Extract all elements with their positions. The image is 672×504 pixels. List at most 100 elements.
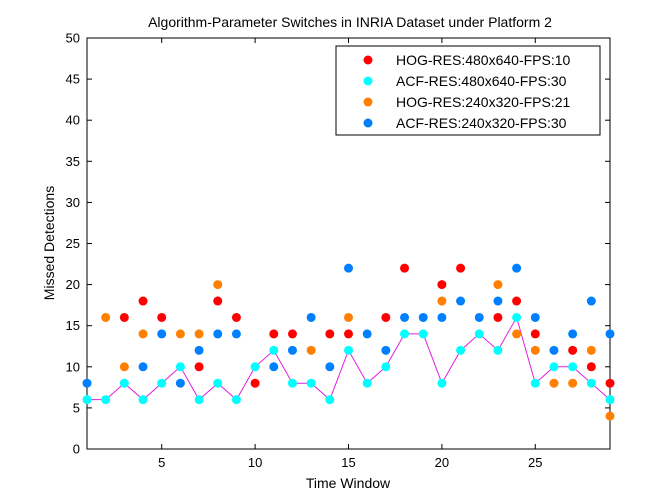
x-tick-label: 25 <box>528 455 542 470</box>
data-point-series-0 <box>287 329 297 339</box>
data-point-series-3 <box>213 329 223 339</box>
data-point-series-1 <box>157 378 167 388</box>
data-point-series-3 <box>474 312 484 322</box>
data-point-series-0 <box>400 263 410 273</box>
data-point-series-0 <box>512 296 522 306</box>
data-point-series-1 <box>138 395 148 405</box>
y-tick-label: 45 <box>66 72 80 87</box>
data-point-series-1 <box>474 329 484 339</box>
data-point-series-0 <box>157 312 167 322</box>
data-point-series-3 <box>456 296 466 306</box>
data-point-series-3 <box>530 312 540 322</box>
y-tick-label: 0 <box>73 442 80 457</box>
data-point-series-3 <box>493 296 503 306</box>
y-tick-label: 35 <box>66 154 80 169</box>
data-point-series-1 <box>344 345 353 355</box>
legend-marker-2 <box>363 97 373 107</box>
data-point-series-2 <box>213 280 223 290</box>
data-point-series-0 <box>213 296 223 306</box>
data-point-series-1 <box>362 378 372 388</box>
data-point-series-2 <box>437 296 447 306</box>
data-point-series-1 <box>194 395 204 405</box>
y-axis: 0 5 10 15 20 25 30 35 40 45 50 <box>66 31 610 457</box>
data-point-series-0 <box>530 329 540 339</box>
y-tick-label: 40 <box>66 113 80 128</box>
x-tick-label: 15 <box>341 455 355 470</box>
data-point-series-1 <box>512 312 522 322</box>
data-point-series-1 <box>250 362 260 372</box>
x-tick-label: 5 <box>158 455 165 470</box>
data-point-series-1 <box>605 395 615 405</box>
data-point-series-1 <box>437 378 447 388</box>
data-point-series-3 <box>437 312 447 322</box>
data-point-series-1 <box>231 395 241 405</box>
legend-marker-1 <box>363 76 373 86</box>
data-point-series-1 <box>493 345 503 355</box>
data-point-series-0 <box>119 312 129 322</box>
data-point-series-2 <box>138 329 148 339</box>
data-point-series-3 <box>605 329 615 339</box>
data-point-series-1 <box>400 329 410 339</box>
legend-label-0: HOG-RES:480x640-FPS:10 <box>396 52 571 68</box>
data-point-series-3 <box>344 263 353 273</box>
data-point-series-0 <box>605 378 615 388</box>
data-point-series-3 <box>157 329 167 339</box>
legend-box <box>335 45 601 136</box>
data-point-series-1 <box>568 362 578 372</box>
data-point-series-3 <box>231 329 241 339</box>
data-point-series-2 <box>344 312 353 322</box>
data-point-series-1 <box>213 378 223 388</box>
data-point-series-2 <box>101 312 111 322</box>
data-point-series-2 <box>530 345 540 355</box>
data-point-series-2 <box>586 345 596 355</box>
data-point-series-0 <box>437 280 447 290</box>
data-point-series-3 <box>269 362 279 372</box>
data-point-series-3 <box>362 329 372 339</box>
data-point-series-1 <box>175 362 185 372</box>
data-point-series-0 <box>381 312 391 322</box>
data-point-series-0 <box>344 329 353 339</box>
data-point-series-0 <box>194 362 204 372</box>
y-tick-label: 50 <box>66 31 80 46</box>
data-point-series-2 <box>512 329 522 339</box>
legend: HOG-RES:480x640-FPS:10 ACF-RES:480x640-F… <box>335 45 601 136</box>
y-axis-label: Missed Detections <box>41 186 57 300</box>
data-point-series-2 <box>549 378 559 388</box>
data-point-series-3 <box>82 378 92 388</box>
data-point-series-3 <box>138 362 148 372</box>
data-point-series-2 <box>175 329 185 339</box>
data-point-series-2 <box>568 378 578 388</box>
data-point-series-1 <box>381 362 391 372</box>
data-point-series-2 <box>194 329 204 339</box>
data-point-series-1 <box>418 329 428 339</box>
y-tick-label: 25 <box>66 236 80 251</box>
legend-label-3: ACF-RES:240x320-FPS:30 <box>396 115 567 131</box>
data-point-series-3 <box>306 312 316 322</box>
data-point-series-3 <box>418 312 428 322</box>
data-point-series-1 <box>82 395 92 405</box>
data-point-series-2 <box>605 411 615 421</box>
x-axis-label: Time Window <box>306 475 391 491</box>
data-point-series-0 <box>138 296 148 306</box>
data-point-series-1 <box>287 378 297 388</box>
data-point-series-3 <box>400 312 410 322</box>
data-point-series-0 <box>325 329 335 339</box>
data-point-series-2 <box>306 345 316 355</box>
data-point-series-0 <box>231 312 241 322</box>
data-point-series-1 <box>549 362 559 372</box>
y-tick-label: 30 <box>66 195 80 210</box>
y-tick-label: 10 <box>66 359 80 374</box>
legend-label-2: HOG-RES:240x320-FPS:21 <box>396 94 571 110</box>
data-point-series-3 <box>194 345 204 355</box>
data-point-series-3 <box>381 345 391 355</box>
legend-marker-3 <box>363 118 373 128</box>
data-point-series-1 <box>456 345 466 355</box>
data-point-series-1 <box>306 378 316 388</box>
data-point-series-1 <box>269 345 279 355</box>
points-layer <box>82 263 615 421</box>
y-tick-label: 20 <box>66 277 80 292</box>
x-tick-label: 20 <box>435 455 449 470</box>
data-point-series-0 <box>456 263 466 273</box>
data-point-series-1 <box>101 395 111 405</box>
